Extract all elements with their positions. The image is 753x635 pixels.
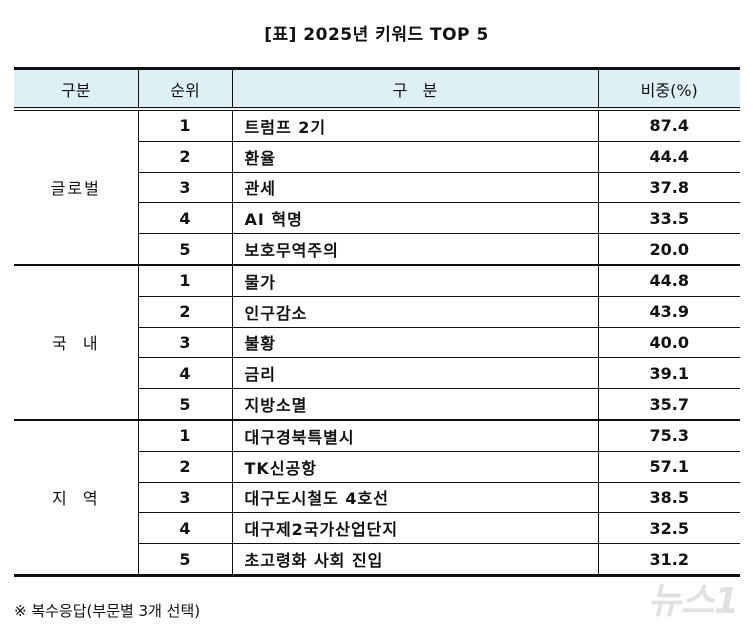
share-cell: 75.3 bbox=[597, 419, 740, 452]
keyword-cell: 초고령화 사회 진입 bbox=[231, 543, 598, 577]
table-row: 3 불황 40.0 bbox=[14, 327, 740, 359]
table-row: 3 대구도시철도 4호선 38.5 bbox=[14, 482, 740, 514]
keyword-cell: 인구감소 bbox=[231, 296, 598, 328]
share-cell: 39.1 bbox=[597, 357, 740, 390]
watermark-logo: 뉴스1 bbox=[647, 581, 739, 622]
rank-cell: 3 bbox=[137, 482, 232, 514]
header-rank: 순위 bbox=[137, 67, 232, 111]
share-cell: 31.2 bbox=[597, 543, 740, 577]
table-row: 지 역 1 대구경북특별시 75.3 bbox=[14, 419, 740, 577]
header-row: 구분 순위 구 분 비중(%) bbox=[14, 67, 740, 111]
table-row: 2 TK신공항 57.1 bbox=[14, 451, 740, 483]
keyword-cell: 관세 bbox=[231, 172, 598, 204]
keyword-cell: 물가 bbox=[231, 264, 598, 297]
table-row: 5 초고령화 사회 진입 31.2 bbox=[14, 543, 740, 577]
rank-cell: 5 bbox=[137, 388, 232, 421]
header-category: 구분 bbox=[14, 67, 138, 111]
rank-cell: 4 bbox=[137, 357, 232, 390]
rank-cell: 2 bbox=[137, 296, 232, 328]
rank-cell: 1 bbox=[137, 419, 232, 452]
group-label: 지 역 bbox=[14, 419, 138, 577]
keyword-cell: 금리 bbox=[231, 357, 598, 390]
share-cell: 37.8 bbox=[597, 172, 740, 204]
rank-cell: 2 bbox=[137, 451, 232, 483]
keyword-table: 구분 순위 구 분 비중(%) 글로벌 1 트럼프 2기 87.4 2 환율 44.4 3 관세… bbox=[14, 67, 740, 577]
rank-cell: 1 bbox=[137, 264, 232, 297]
share-cell: 35.7 bbox=[597, 388, 740, 421]
rank-cell: 5 bbox=[137, 233, 232, 266]
share-cell: 57.1 bbox=[597, 451, 740, 483]
table-row: 2 환율 44.4 bbox=[14, 141, 740, 173]
share-cell: 32.5 bbox=[597, 512, 740, 545]
keyword-cell: 대구도시철도 4호선 bbox=[231, 482, 598, 514]
share-cell: 40.0 bbox=[597, 327, 740, 359]
keyword-cell: TK신공항 bbox=[231, 451, 598, 483]
table-row: 5 보호무역주의 20.0 bbox=[14, 233, 740, 266]
rank-cell: 1 bbox=[137, 109, 232, 142]
header-share: 비중(%) bbox=[597, 67, 740, 111]
share-cell: 44.4 bbox=[597, 141, 740, 173]
group-label: 국 내 bbox=[14, 264, 138, 421]
keyword-cell: 대구제2국가산업단지 bbox=[231, 512, 598, 545]
table-row: 4 금리 39.1 bbox=[14, 357, 740, 390]
share-cell: 87.4 bbox=[597, 109, 740, 142]
keyword-cell: 환율 bbox=[231, 141, 598, 173]
share-cell: 43.9 bbox=[597, 296, 740, 328]
rank-cell: 4 bbox=[137, 202, 232, 235]
keyword-cell: 대구경북특별시 bbox=[231, 419, 598, 452]
keyword-cell: 불황 bbox=[231, 327, 598, 359]
share-cell: 38.5 bbox=[597, 482, 740, 514]
group-label: 글로벌 bbox=[14, 109, 138, 266]
share-cell: 20.0 bbox=[597, 233, 740, 266]
keyword-cell: AI 혁명 bbox=[231, 202, 598, 235]
rank-cell: 3 bbox=[137, 172, 232, 204]
share-cell: 44.8 bbox=[597, 264, 740, 297]
table-row: 3 관세 37.8 bbox=[14, 172, 740, 204]
keyword-cell: 지방소멸 bbox=[231, 388, 598, 421]
table-row: 2 인구감소 43.9 bbox=[14, 296, 740, 328]
table-row: 국 내 1 물가 44.8 bbox=[14, 264, 740, 421]
table-title: [표] 2025년 키워드 TOP 5 bbox=[264, 25, 489, 45]
share-cell: 33.5 bbox=[597, 202, 740, 235]
rank-cell: 5 bbox=[137, 543, 232, 577]
footnote: ※ 복수응답(부문별 3개 선택) bbox=[14, 602, 201, 620]
rank-cell: 2 bbox=[137, 141, 232, 173]
table-row: 4 AI 혁명 33.5 bbox=[14, 202, 740, 235]
rank-cell: 4 bbox=[137, 512, 232, 545]
table-row: 5 지방소멸 35.7 bbox=[14, 388, 740, 421]
keyword-cell: 보호무역주의 bbox=[231, 233, 598, 266]
table-row: 4 대구제2국가산업단지 32.5 bbox=[14, 512, 740, 545]
table-row: 글로벌 1 트럼프 2기 87.4 bbox=[14, 109, 740, 266]
header-keyword: 구 분 bbox=[231, 67, 598, 111]
keyword-cell: 트럼프 2기 bbox=[231, 109, 598, 142]
rank-cell: 3 bbox=[137, 327, 232, 359]
